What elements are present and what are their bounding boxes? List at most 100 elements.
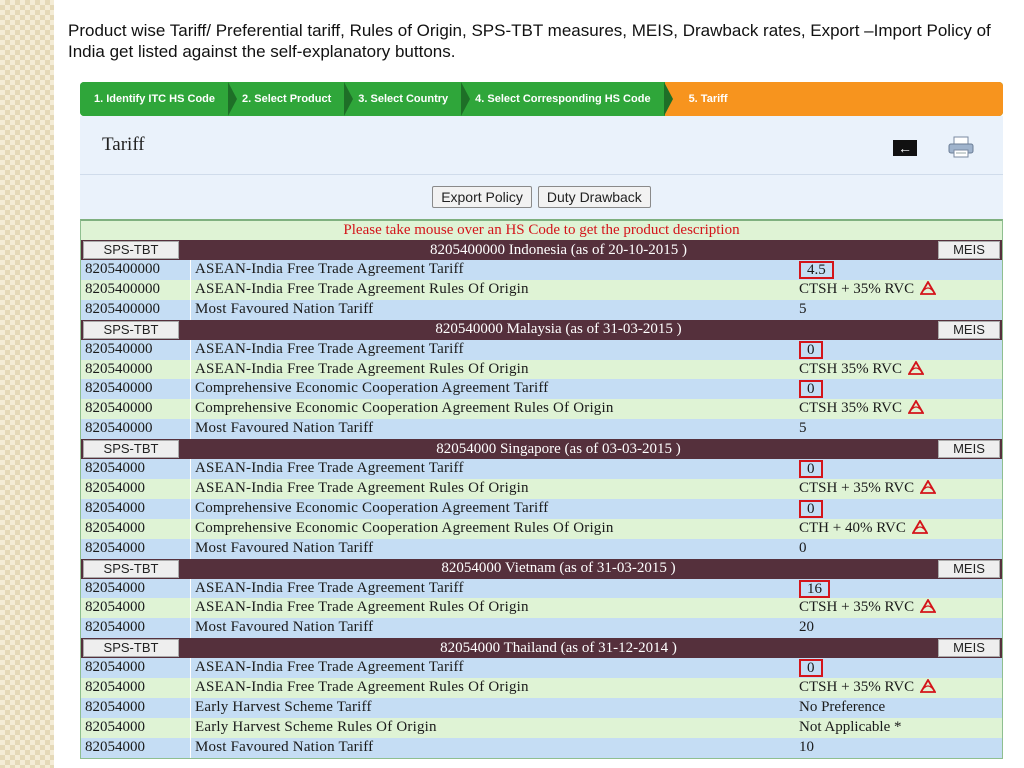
hs-code[interactable]: 82054000 bbox=[81, 678, 191, 699]
sps-tbt-button[interactable]: SPS-TBT bbox=[83, 559, 179, 578]
page-title: Tariff bbox=[102, 134, 145, 155]
table-row: 820540000 Comprehensive Economic Cooperat… bbox=[81, 399, 1002, 420]
hs-code[interactable]: 82054000 bbox=[81, 598, 191, 619]
agreement-description: Most Favoured Nation Tariff bbox=[195, 420, 374, 437]
country-title: 82054000 Thailand (as of 31-12-2014 ) bbox=[440, 639, 677, 656]
tariff-value: 10 bbox=[799, 738, 814, 755]
page-header: Tariff ← bbox=[80, 116, 1003, 175]
value-cell: 0 bbox=[793, 459, 1002, 479]
pdf-icon[interactable] bbox=[919, 479, 937, 494]
meis-button[interactable]: MEIS bbox=[938, 440, 1000, 459]
sps-tbt-button[interactable]: SPS-TBT bbox=[83, 320, 179, 339]
pdf-icon[interactable] bbox=[919, 598, 937, 614]
hs-code[interactable]: 8205400000 bbox=[81, 299, 191, 320]
value-cell: 0 bbox=[793, 379, 1002, 399]
table-row: 82054000 Early Harvest Scheme Tariff No Pr… bbox=[81, 698, 1002, 718]
tariff-value: CTSH 35% RVC bbox=[799, 400, 902, 417]
agreement-description: Comprehensive Economic Cooperation Agree… bbox=[195, 380, 549, 397]
value-cell: CTSH 35% RVC bbox=[793, 399, 1002, 419]
step-select-hs-code[interactable]: 4. Select Corresponding HS Code bbox=[462, 82, 674, 116]
value-cell: 5 bbox=[793, 419, 1002, 439]
decorative-border bbox=[0, 0, 54, 768]
value-cell: CTSH + 35% RVC bbox=[793, 678, 1002, 698]
action-bar: Export Policy Duty Drawback bbox=[80, 175, 1003, 219]
country-header: SPS-TBT 82054000 Vietnam (as of 31-03-201… bbox=[81, 558, 1002, 579]
agreement-description: Early Harvest Scheme Tariff bbox=[195, 699, 372, 716]
meis-button[interactable]: MEIS bbox=[938, 559, 1000, 578]
agreement-description: Most Favoured Nation Tariff bbox=[195, 300, 374, 317]
table-row: 82054000 Comprehensive Economic Cooperati… bbox=[81, 518, 1002, 539]
export-policy-button[interactable]: Export Policy bbox=[432, 186, 532, 208]
tariff-value: 0 bbox=[799, 539, 807, 556]
pdf-icon[interactable] bbox=[911, 519, 929, 534]
tariff-value: 0 bbox=[799, 659, 823, 678]
tariff-value: 0 bbox=[799, 340, 823, 359]
country-header: SPS-TBT 82054000 Thailand (as of 31-12-20… bbox=[81, 638, 1002, 659]
table-row: 82054000 Most Favoured Nation Tariff 20 bbox=[81, 618, 1002, 639]
meis-button[interactable]: MEIS bbox=[938, 241, 1000, 259]
agreement-description: Most Favoured Nation Tariff bbox=[195, 738, 374, 755]
table-row: 82054000 ASEAN-India Free Trade Agreement… bbox=[81, 578, 1002, 599]
value-cell: 0 bbox=[793, 499, 1002, 519]
hs-code[interactable]: 820540000 bbox=[81, 419, 191, 440]
hs-code[interactable]: 820540000 bbox=[81, 399, 191, 420]
intro-text: Product wise Tariff/ Preferential tariff… bbox=[68, 21, 991, 61]
sps-tbt-button[interactable]: SPS-TBT bbox=[83, 639, 179, 658]
hs-code[interactable]: 82054000 bbox=[81, 618, 191, 639]
tariff-value: CTSH + 35% RVC bbox=[799, 480, 915, 497]
hs-code[interactable]: 82054000 bbox=[81, 498, 191, 519]
value-cell: CTSH + 35% RVC bbox=[793, 280, 1002, 300]
hs-code[interactable]: 82054000 bbox=[81, 459, 191, 480]
agreement-description: ASEAN-India Free Trade Agreement Tariff bbox=[195, 460, 464, 477]
hs-code[interactable]: 82054000 bbox=[81, 717, 191, 738]
tariff-value: 20 bbox=[799, 619, 814, 636]
tariff-value: 16 bbox=[799, 579, 830, 598]
hs-code[interactable]: 82054000 bbox=[81, 538, 191, 559]
back-arrow-icon[interactable]: ← bbox=[893, 140, 917, 156]
agreement-description: ASEAN-India Free Trade Agreement Rules O… bbox=[195, 280, 529, 297]
hs-code[interactable]: 820540000 bbox=[81, 379, 191, 400]
pdf-icon[interactable] bbox=[919, 678, 937, 694]
table-row: 8205400000 Most Favoured Nation Tariff 5 bbox=[81, 299, 1002, 320]
agreement-description: ASEAN-India Free Trade Agreement Tariff bbox=[195, 659, 464, 676]
sps-tbt-button[interactable]: SPS-TBT bbox=[83, 241, 179, 259]
hs-code[interactable]: 82054000 bbox=[81, 518, 191, 539]
agreement-description: ASEAN-India Free Trade Agreement Tariff bbox=[195, 340, 464, 357]
table-row: 82054000 ASEAN-India Free Trade Agreement… bbox=[81, 598, 1002, 619]
hs-code[interactable]: 82054000 bbox=[81, 698, 191, 718]
pdf-icon[interactable] bbox=[907, 359, 925, 375]
sps-tbt-button[interactable]: SPS-TBT bbox=[83, 440, 179, 459]
hs-code[interactable]: 82054000 bbox=[81, 737, 191, 758]
hs-code[interactable]: 8205400000 bbox=[81, 260, 191, 280]
tariff-value: 0 bbox=[799, 499, 823, 518]
step-tariff[interactable]: 5. Tariff bbox=[664, 82, 1003, 116]
country-title: 82054000 Vietnam (as of 31-03-2015 ) bbox=[441, 560, 676, 577]
tariff-value: No Preference bbox=[799, 699, 886, 716]
hs-code[interactable]: 82054000 bbox=[81, 479, 191, 499]
pdf-icon[interactable] bbox=[907, 399, 925, 415]
value-cell: Not Applicable * bbox=[793, 718, 1002, 738]
step-select-country[interactable]: 3. Select Country bbox=[345, 82, 470, 116]
value-cell: CTSH + 35% RVC bbox=[793, 479, 1002, 499]
duty-drawback-button[interactable]: Duty Drawback bbox=[537, 186, 651, 208]
agreement-description: ASEAN-India Free Trade Agreement Rules O… bbox=[195, 480, 529, 497]
tariff-value: 5 bbox=[799, 420, 807, 437]
step-select-product[interactable]: 2. Select Product bbox=[229, 82, 354, 116]
step-identify-hs-code[interactable]: 1. Identify ITC HS Code bbox=[80, 82, 238, 116]
tariff-value: CTSH 35% RVC bbox=[799, 360, 902, 377]
tariff-panel: 1. Identify ITC HS Code 2. Select Produc… bbox=[80, 82, 1003, 759]
country-title: 82054000 Singapore (as of 03-03-2015 ) bbox=[436, 440, 681, 457]
table-row: 82054000 ASEAN-India Free Trade Agreement… bbox=[81, 678, 1002, 699]
meis-button[interactable]: MEIS bbox=[938, 639, 1000, 658]
hs-code[interactable]: 8205400000 bbox=[81, 279, 191, 300]
hs-code[interactable]: 82054000 bbox=[81, 578, 191, 599]
printer-icon[interactable] bbox=[947, 136, 975, 158]
meis-button[interactable]: MEIS bbox=[938, 320, 1000, 339]
pdf-icon[interactable] bbox=[919, 280, 937, 295]
table-row: 8205400000 ASEAN-India Free Trade Agreeme… bbox=[81, 279, 1002, 300]
agreement-description: Early Harvest Scheme Rules Of Origin bbox=[195, 718, 437, 735]
hs-code[interactable]: 82054000 bbox=[81, 658, 191, 679]
hs-code[interactable]: 820540000 bbox=[81, 339, 191, 360]
value-cell: 20 bbox=[793, 618, 1002, 638]
hs-code[interactable]: 820540000 bbox=[81, 359, 191, 380]
